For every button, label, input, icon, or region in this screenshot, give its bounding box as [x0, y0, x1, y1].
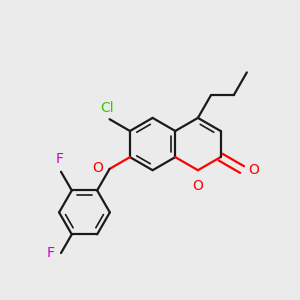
- Text: O: O: [249, 164, 260, 177]
- Text: Cl: Cl: [100, 101, 113, 115]
- Text: O: O: [193, 178, 203, 193]
- Text: O: O: [92, 161, 103, 175]
- Text: F: F: [47, 246, 55, 260]
- Text: F: F: [56, 152, 64, 167]
